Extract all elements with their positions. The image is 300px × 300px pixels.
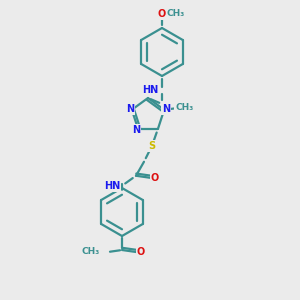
Text: S: S [148,141,156,151]
Text: HN: HN [104,181,120,191]
Text: N: N [132,125,140,135]
Text: O: O [137,247,145,257]
Text: CH₃: CH₃ [175,103,193,112]
Text: CH₃: CH₃ [82,248,100,256]
Text: O: O [158,9,166,19]
Text: HN: HN [142,85,158,95]
Text: N: N [126,104,134,114]
Text: O: O [151,173,159,183]
Text: N: N [162,104,170,114]
Text: CH₃: CH₃ [167,10,185,19]
